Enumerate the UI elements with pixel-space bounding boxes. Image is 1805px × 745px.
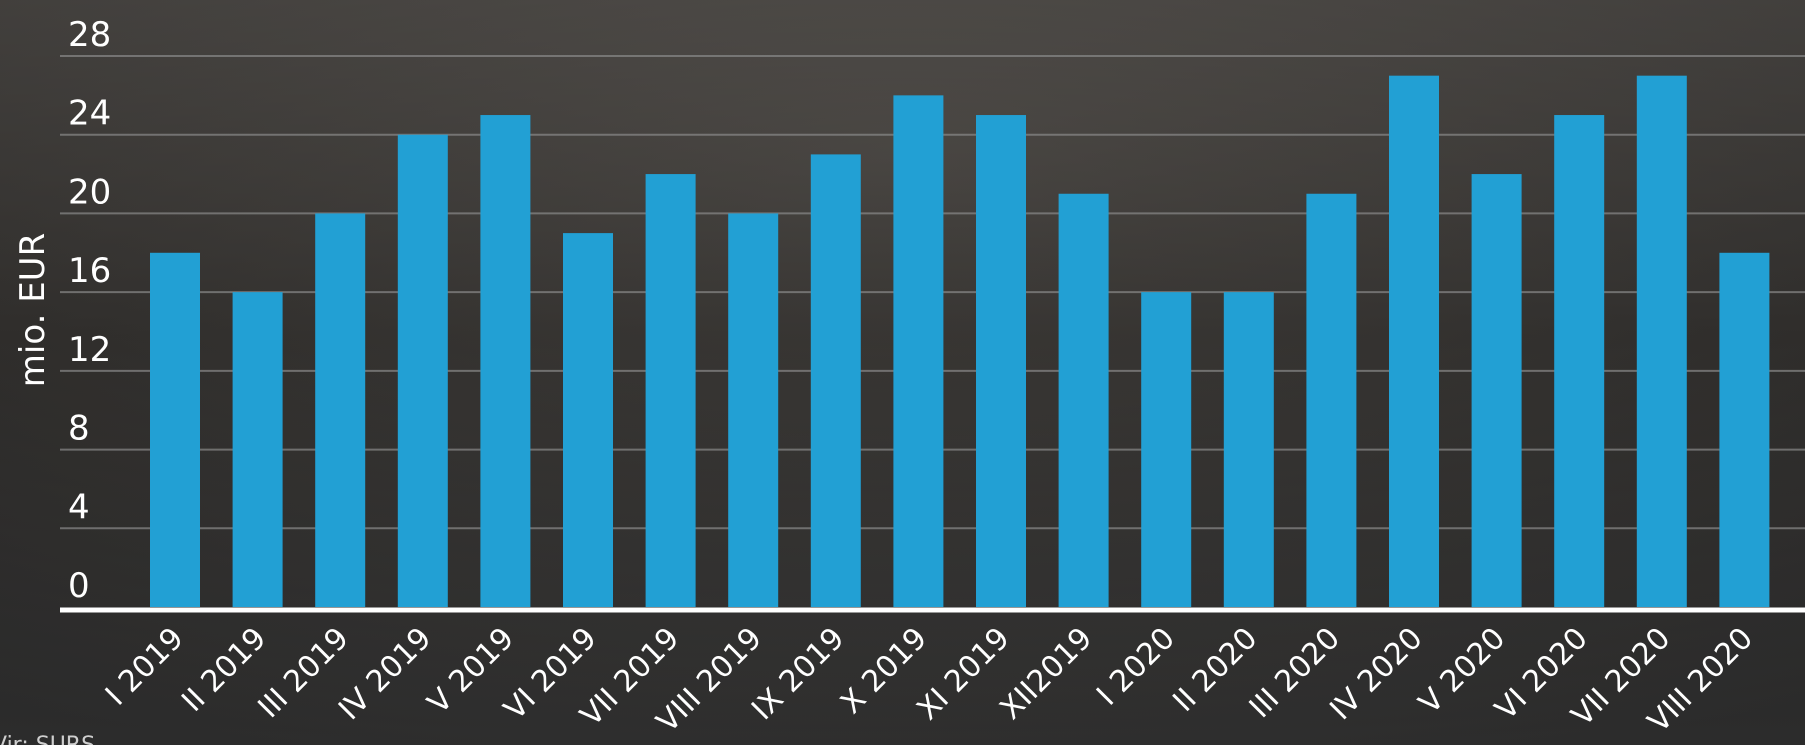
bar [315,213,366,607]
bar [563,233,613,607]
bar [1471,174,1522,608]
bar [232,292,283,607]
y-tick-label: 28 [68,15,111,55]
bar [1719,252,1770,608]
bar [397,134,448,607]
y-tick-label: 8 [68,409,90,449]
bar [1554,115,1605,608]
bar [1389,75,1439,607]
bar [1058,193,1109,607]
bar [480,115,531,608]
y-tick-label: 20 [68,172,111,212]
bar [728,213,779,607]
bar [893,95,944,607]
bar [1223,292,1274,607]
y-axis-ticks: 0 4 8 12 16 20 24 28 [68,15,111,606]
bars [150,75,1770,608]
y-tick-label: 24 [68,94,111,134]
bar [645,174,696,608]
bar [150,252,200,608]
bar [1636,75,1687,607]
y-axis-title: mio. EUR [13,233,53,387]
bar [810,154,861,607]
source-note: Vir: SURS [0,733,95,745]
bar [1141,292,1192,607]
y-tick-label: 12 [68,330,111,370]
bar [1306,193,1357,607]
y-tick-label: 16 [68,251,111,291]
y-tick-label: 0 [68,566,90,606]
y-tick-label: 4 [68,487,90,527]
bar [976,115,1026,608]
